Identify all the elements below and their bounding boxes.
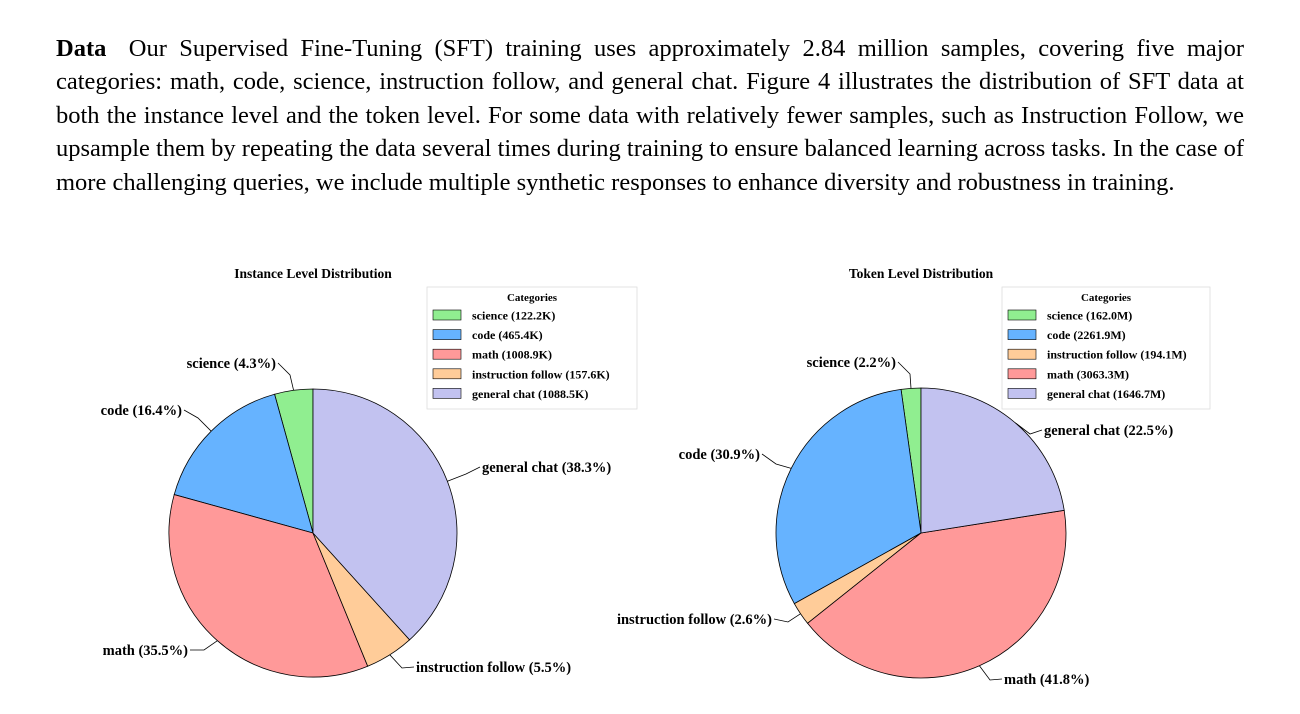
legend-entry-science: science (162.0M) bbox=[1047, 309, 1132, 323]
legend-entry-instruction-follow: instruction follow (194.1M) bbox=[1047, 348, 1187, 362]
leader-line-math bbox=[190, 640, 218, 651]
pie-slice-math bbox=[168, 494, 369, 678]
leader-line-science bbox=[277, 362, 294, 391]
pie-slice-general-chat bbox=[312, 388, 458, 641]
legend-entry-general-chat: general chat (1088.5K) bbox=[472, 387, 588, 401]
leader-line-code bbox=[761, 453, 792, 469]
distribution-figure: Instance Level Distribution science (4.3%… bbox=[101, 266, 1211, 688]
pie-slice-general-chat bbox=[920, 387, 1065, 534]
chart-title: Instance Level Distribution bbox=[234, 266, 392, 281]
legend-swatch-math bbox=[1007, 368, 1037, 380]
token-level-chart: Token Level Distribution science (2.2%) co… bbox=[617, 266, 1211, 688]
legend-swatch-general-chat bbox=[432, 388, 462, 399]
leader-line-instruction-follow bbox=[389, 654, 415, 669]
legend-swatch-math bbox=[432, 348, 462, 360]
legend-swatch-science bbox=[1007, 309, 1037, 321]
leader-line-code bbox=[183, 409, 212, 432]
paragraph-lead: Data bbox=[56, 35, 107, 62]
chart-title: Token Level Distribution bbox=[849, 266, 994, 281]
pie-slice-code bbox=[173, 393, 314, 534]
legend-swatch-code bbox=[432, 329, 462, 340]
leader-line-general-chat bbox=[1014, 422, 1043, 435]
instance-level-chart: Instance Level Distribution science (4.3%… bbox=[101, 266, 638, 678]
legend-entry-code: code (2261.9M) bbox=[1047, 328, 1126, 342]
leader-line-math bbox=[979, 665, 1003, 681]
slice-label-instruction-follow: instruction follow (2.6%) bbox=[617, 612, 772, 628]
legend-entry-code: code (465.4K) bbox=[472, 328, 543, 342]
legend-swatch-instruction-follow bbox=[432, 368, 462, 380]
slice-label-general-chat: general chat (38.3%) bbox=[482, 460, 611, 476]
slice-label-general-chat: general chat (22.5%) bbox=[1044, 423, 1173, 439]
data-paragraph: Data Our Supervised Fine-Tuning (SFT) tr… bbox=[56, 32, 1244, 199]
chart-legend: Categories science (162.0M) code (2261.9M)… bbox=[1001, 286, 1211, 410]
legend-frame bbox=[1001, 286, 1211, 410]
legend-entry-math: math (1008.9K) bbox=[472, 348, 552, 362]
legend-swatch-code bbox=[1007, 329, 1037, 340]
slice-label-code: code (16.4%) bbox=[101, 403, 183, 419]
pie-slice-code bbox=[775, 388, 922, 605]
legend-title: Categories bbox=[1081, 292, 1132, 304]
legend-swatch-instruction-follow bbox=[1007, 348, 1037, 360]
slice-label-code: code (30.9%) bbox=[679, 447, 761, 463]
legend-entry-math: math (3063.3M) bbox=[1047, 367, 1129, 381]
chart-legend: Categories science (122.2K) code (465.4K) m… bbox=[426, 286, 638, 410]
leader-line-science bbox=[897, 361, 912, 389]
legend-entry-instruction-follow: instruction follow (157.6K) bbox=[472, 367, 610, 381]
slice-label-science: science (2.2%) bbox=[807, 355, 897, 371]
slice-label-math: math (41.8%) bbox=[1004, 672, 1090, 688]
legend-entry-general-chat: general chat (1646.7M) bbox=[1047, 387, 1165, 401]
legend-title: Categories bbox=[507, 292, 558, 304]
legend-swatch-general-chat bbox=[1007, 388, 1037, 399]
legend-swatch-science bbox=[432, 309, 462, 321]
slice-label-math: math (35.5%) bbox=[103, 643, 189, 659]
leader-line-general-chat bbox=[447, 466, 481, 482]
legend-frame bbox=[426, 286, 638, 410]
slice-label-instruction-follow: instruction follow (5.5%) bbox=[416, 660, 571, 676]
paragraph-text: Our Supervised Fine-Tuning (SFT) trainin… bbox=[56, 35, 1245, 196]
legend-entry-science: science (122.2K) bbox=[472, 309, 555, 323]
leader-line-instruction-follow bbox=[773, 613, 801, 623]
slice-label-science: science (4.3%) bbox=[187, 356, 277, 372]
